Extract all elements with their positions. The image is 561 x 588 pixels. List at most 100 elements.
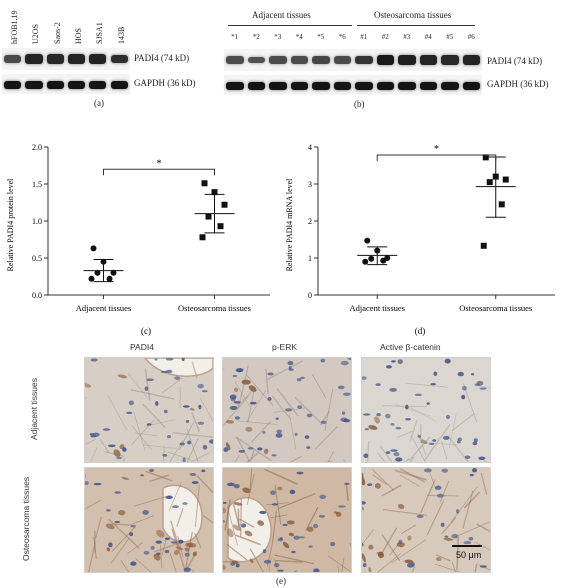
y-tick-label: 4 <box>308 143 312 152</box>
panel-b-padi4-label: PADI4 (74 kD) <box>487 56 543 66</box>
panel-b-letter: (b) <box>354 99 365 109</box>
chart-c: Relative PADI4 protein level 0.0 0.5 1.0 1.… <box>6 143 270 336</box>
panel-b-lane-label: #2 <box>381 33 389 41</box>
data-point-circle <box>362 258 369 265</box>
panel-a-gapdh-band <box>25 80 43 90</box>
y-tick-label: 1.5 <box>32 180 42 189</box>
panel-b-lane-label: *1 <box>231 33 239 41</box>
chart-d-letter: (d) <box>415 326 426 336</box>
significance-bracket <box>103 168 215 176</box>
ihc-col-title-perk: p-ERK <box>272 342 298 352</box>
panel-b-padi4-band <box>398 55 416 65</box>
panel-b-gapdh-band <box>269 81 287 91</box>
data-point-circle <box>110 269 117 276</box>
panel-a-padi4-band <box>25 54 43 64</box>
data-point-square <box>205 213 212 220</box>
panel-b-gapdh-blot <box>224 75 482 95</box>
significance-bracket <box>376 154 497 161</box>
data-point-square <box>211 189 218 196</box>
y-tick-label: 0 <box>308 291 312 300</box>
panel-b-gapdh-band <box>355 81 373 91</box>
panel-a-padi4-band <box>46 54 64 64</box>
panel-a-gapdh-label: GAPDH (36 kD) <box>134 78 196 88</box>
ihc-image-osteo-padi4 <box>84 467 214 573</box>
panel-b-padi4-band <box>290 56 308 64</box>
panel-b-gapdh-band <box>398 81 416 91</box>
panel-a-gapdh-blot <box>2 74 130 94</box>
data-point-square <box>498 201 505 208</box>
x-tick-label: Osteosarcoma tissues <box>178 303 251 313</box>
panel-b-padi4-band <box>376 54 394 66</box>
panel-b-group-adjacent: Adjacent tissues <box>252 10 311 20</box>
panel-b-gapdh-band <box>441 81 459 91</box>
panel-a-padi4-blot <box>2 48 130 70</box>
y-tick-label: 2.0 <box>32 143 42 152</box>
panel-a-lane-label: Saos-2 <box>52 22 62 44</box>
panel-b-lane-label: *6 <box>338 33 346 41</box>
x-tick-label: Osteosarcoma tissues <box>459 303 532 313</box>
panel-a-lane-label: 143B <box>116 26 126 44</box>
ihc-image-osteo-catenin <box>361 467 491 573</box>
y-tick-label: 1 <box>308 254 312 263</box>
panel-a-gapdh-band <box>67 80 86 90</box>
panel-a-padi4-band <box>110 54 128 64</box>
ihc-col-title-catenin: Active β-catenin <box>380 342 441 352</box>
panel-b-gapdh-band <box>333 81 351 91</box>
x-tick-label: Adjacent tissues <box>350 303 405 313</box>
panel-a-gapdh-band <box>110 80 128 90</box>
panel-a-lane-label: HOS <box>73 27 83 44</box>
panel-a-padi4-band <box>4 55 22 63</box>
panel-a-letter: (a) <box>94 98 104 108</box>
panel-b-lane-label: #6 <box>467 33 475 41</box>
ihc-image-adjacent-perk <box>222 357 352 463</box>
ihc-col-title-padi4: PADI4 <box>130 342 154 352</box>
data-point-square <box>221 201 228 208</box>
ihc-row-label-adjacent: Adjacent tissues <box>29 378 39 440</box>
data-point-square <box>201 180 208 187</box>
panel-a-lane-label: hFOB1.19 <box>10 10 19 44</box>
panel-b-padi4-band <box>355 55 373 65</box>
panel-b-gapdh-label: GAPDH (36 kD) <box>487 79 549 89</box>
scale-bar-label: 50 μm <box>456 550 482 560</box>
panel-b-padi4-band <box>247 56 265 64</box>
chart-d-plot: 0 1 2 3 4 Adjacent tissues Osteosarcoma tissue… <box>308 143 555 313</box>
panel-a-lane-label: SJSA1 <box>95 22 105 44</box>
chart-c-letter: (c) <box>141 326 151 336</box>
panel-b-lane-label: #1 <box>360 33 368 41</box>
panel-b-lane-label: #3 <box>403 33 411 41</box>
panel-b-gapdh-band <box>419 81 437 91</box>
data-point-circle <box>106 275 113 282</box>
panel-b-lane-label: *5 <box>317 33 325 41</box>
ihc-row-label-osteo: Osteosarcoma tissues <box>21 476 31 562</box>
panel-b-gapdh-band <box>462 81 480 91</box>
data-point-circle <box>380 257 387 264</box>
panel-a-lane-label: U2OS <box>31 23 41 44</box>
panel-a-gapdh-band <box>4 80 22 90</box>
chart-c-plot: 0.0 0.5 1.0 1.5 2.0 Adjacent tissues Osteosarc… <box>32 143 270 313</box>
y-tick-label: 2 <box>308 217 312 226</box>
panel-b-lane-label: *4 <box>295 33 303 41</box>
data-point-square <box>217 223 224 230</box>
panel-b-gapdh-band <box>376 81 394 91</box>
panel-a-padi4-band <box>89 54 107 64</box>
data-point-circle <box>90 245 97 252</box>
panel-b-group-osteo: Osteosarcoma tissues <box>374 10 452 20</box>
significance-star: * <box>434 144 439 155</box>
ihc-image-osteo-perk <box>222 467 352 573</box>
panel-b-padi4-band <box>419 55 437 65</box>
data-point-circle <box>94 269 101 276</box>
y-tick-label: 3 <box>308 180 312 189</box>
chart-d: Relative PADI4 mRNA level 0 1 2 3 4 Adjacent … <box>285 143 555 336</box>
data-point-square <box>480 242 487 249</box>
ihc-image-adjacent-catenin <box>361 357 491 463</box>
panel-b-padi4-band <box>441 55 459 65</box>
chart-d-ylabel: Relative PADI4 mRNA level <box>285 178 294 272</box>
panel-a-gapdh-band <box>46 80 64 90</box>
data-point-square <box>486 179 493 186</box>
significance-star: * <box>157 158 162 169</box>
data-point-circle <box>368 255 375 262</box>
chart-c-ylabel: Relative PADI4 protein level <box>6 178 15 272</box>
y-tick-label: 1.0 <box>32 217 42 226</box>
panel-b-gapdh-band <box>290 81 308 91</box>
panel-b-lane-label: #5 <box>446 33 454 41</box>
